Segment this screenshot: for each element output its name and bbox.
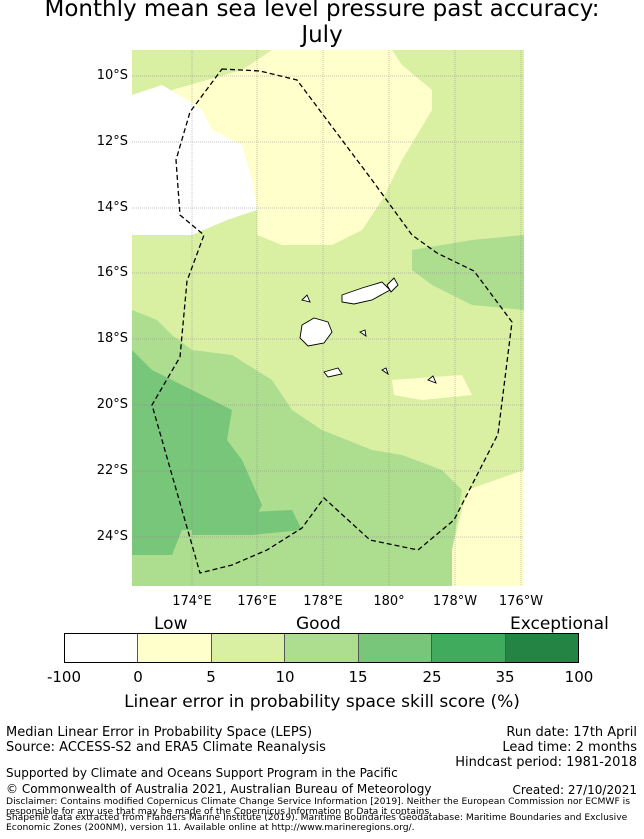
good-dark-region-west (132, 350, 262, 555)
colorbar-label: Linear error in probability space skill … (124, 692, 520, 712)
created-date: Created: 27/10/2021 (512, 783, 637, 797)
colorbar-tick: 35 (495, 668, 515, 686)
skill-map (132, 50, 524, 586)
chart-title-line1: Monthly mean sea level pressure past acc… (44, 0, 600, 22)
good-dark-region-south (192, 510, 302, 535)
colorbar-tick: 10 (275, 668, 295, 686)
lat-label: 24°S (96, 529, 128, 544)
lon-label: 180° (373, 594, 405, 609)
islet-4 (381, 367, 389, 376)
colorbar-segment (65, 634, 139, 662)
islet-2 (427, 375, 437, 384)
low-skill-region-centre (392, 375, 472, 400)
islet-1 (301, 294, 311, 303)
kadavu (323, 367, 343, 378)
category-exceptional: Exceptional (510, 614, 609, 634)
lat-label: 18°S (96, 331, 128, 346)
low-skill-region-east (452, 470, 524, 586)
disclaimer-line: Disclaimer: Contains modified Copernicus… (6, 796, 631, 807)
colorbar-segment (432, 634, 506, 662)
colorbar-segment (138, 634, 212, 662)
good-region-east (412, 235, 524, 310)
islet-3 (359, 329, 367, 337)
lat-label: 20°S (96, 397, 128, 412)
support-text: Supported by Climate and Oceans Support … (6, 766, 398, 780)
lat-label: 14°S (96, 200, 128, 215)
eez-boundary (151, 68, 513, 574)
disclaimer-line: Economic Zones (200NM), version 11. Avai… (6, 822, 415, 833)
colorbar-tick: 25 (422, 668, 442, 686)
copyright-text: © Commonwealth of Australia 2021, Austra… (6, 782, 432, 796)
disclaimer-line: responsible for any use that may be made… (6, 806, 433, 817)
lon-label: 178°E (303, 594, 343, 609)
source-text: Source: ACCESS-S2 and ERA5 Climate Reana… (6, 740, 326, 755)
run-date: Run date: 17th April (506, 725, 637, 740)
colorbar-tick: 100 (564, 668, 594, 686)
lat-label: 10°S (96, 68, 128, 83)
colorbar-tick: 5 (206, 668, 216, 686)
vanua-levu (341, 281, 391, 305)
colorbar-tick: -100 (46, 668, 82, 686)
lon-label: 178°W (432, 594, 478, 609)
category-good: Good (296, 614, 341, 634)
colorbar-tick: 15 (348, 668, 368, 686)
category-low: Low (154, 614, 188, 634)
taveuni (386, 277, 399, 293)
lead-time: Lead time: 2 months (502, 740, 637, 755)
lon-label: 176°E (237, 594, 277, 609)
lat-label: 16°S (96, 265, 128, 280)
chart-title-line2: July (301, 22, 343, 48)
disclaimer-line: Shapefile data extracted from Flanders M… (6, 812, 628, 823)
lon-label: 176°W (498, 594, 544, 609)
colorbar-segment (358, 634, 433, 662)
colorbar-tick: 0 (133, 668, 143, 686)
viti-levu (299, 317, 333, 347)
colorbar-segment (285, 634, 359, 662)
hindcast-period: Hindcast period: 1981-2018 (455, 755, 637, 770)
colorbar (64, 633, 579, 663)
lat-label: 12°S (96, 134, 128, 149)
colorbar-segment (505, 634, 578, 662)
fiji-islands (299, 277, 437, 384)
colorbar-segment (211, 634, 286, 662)
lon-label: 174°E (172, 594, 212, 609)
graticule (132, 50, 524, 586)
no-skill-region (132, 85, 257, 235)
method-text: Median Linear Error in Probability Space… (6, 725, 313, 740)
lat-label: 22°S (96, 463, 128, 478)
